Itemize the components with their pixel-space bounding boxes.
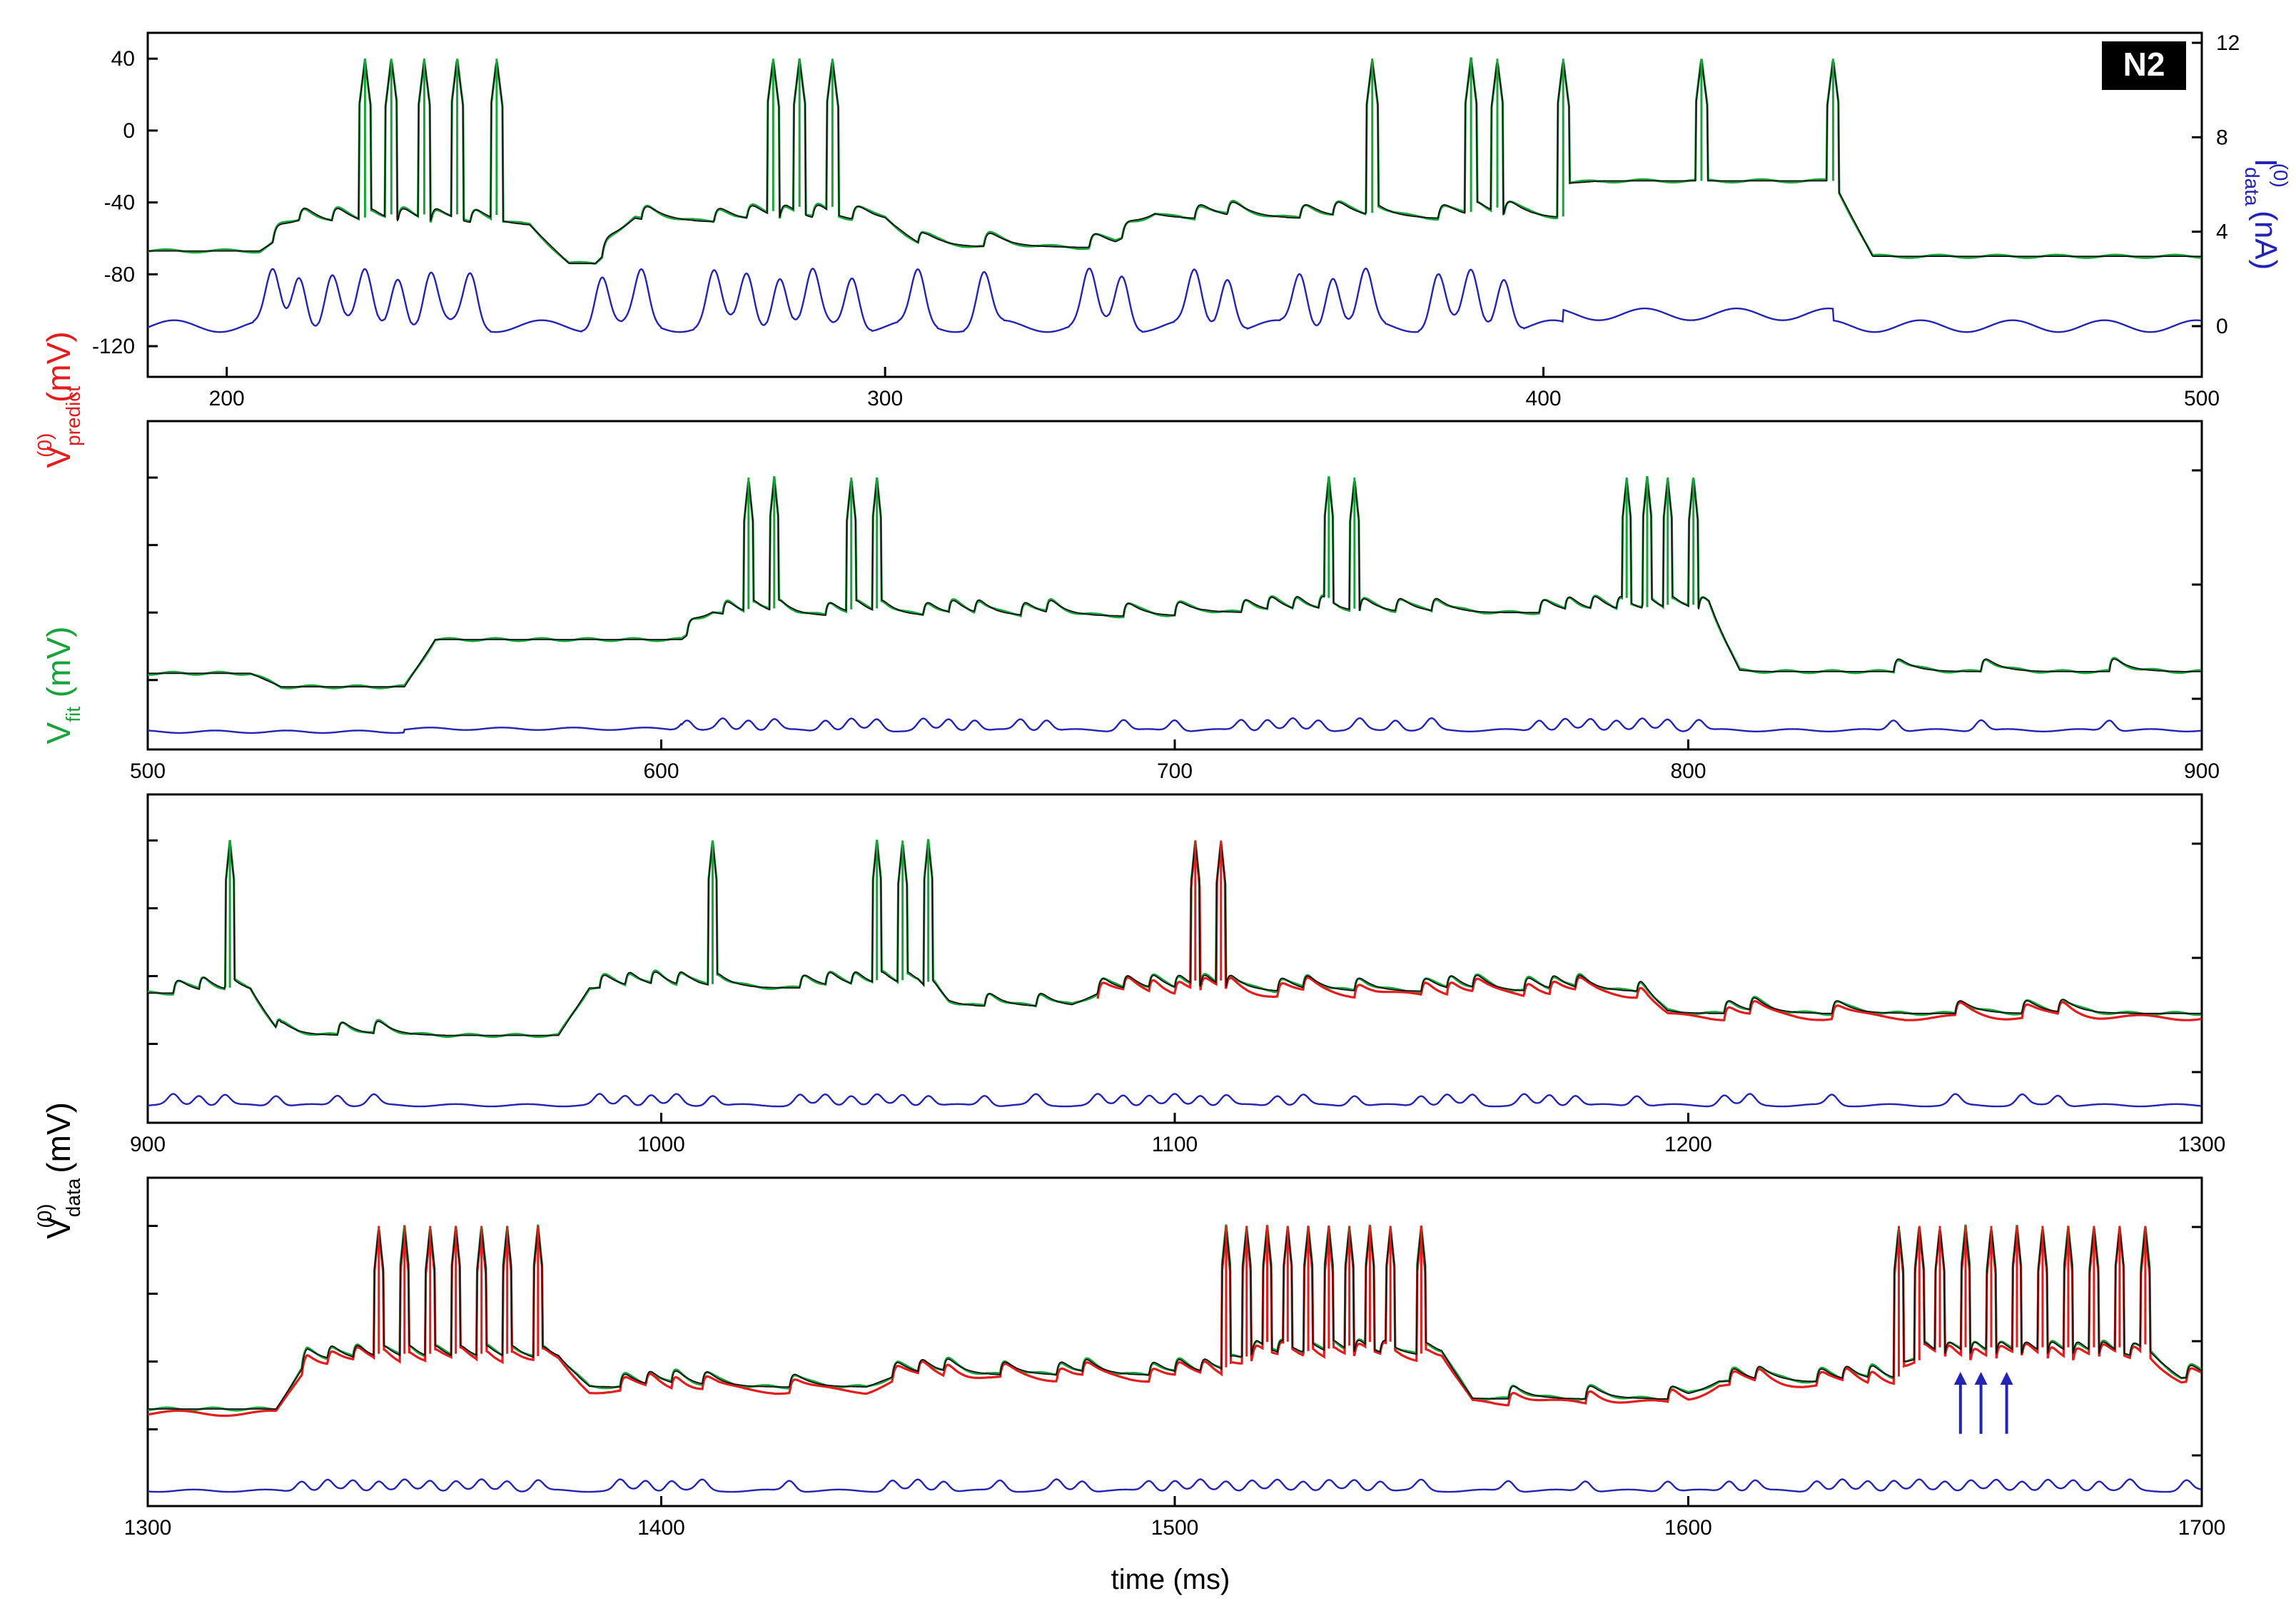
annotation-arrowhead xyxy=(1974,1372,1988,1385)
ylabel-predict-sup: (0) xyxy=(34,433,56,458)
fit-trace xyxy=(147,57,2202,265)
x-tick-label: 500 xyxy=(130,759,166,783)
current-trace xyxy=(147,1478,2202,1493)
annotation-arrowhead xyxy=(1953,1372,1967,1385)
data-trace xyxy=(148,840,2201,1036)
data-trace xyxy=(148,478,2201,688)
x-tick-label: 1400 xyxy=(637,1516,685,1540)
ylabel-fit-base: V xyxy=(40,722,77,744)
ylabel-data-sub: data xyxy=(62,1178,84,1217)
y2-tick-label: 4 xyxy=(2216,221,2228,244)
panel-badge-box xyxy=(2102,41,2186,90)
annotation-arrowhead xyxy=(2000,1372,2013,1385)
current-trace xyxy=(147,267,2202,333)
ylabel-predict-base: V xyxy=(40,446,77,468)
y-tick-label: 40 xyxy=(111,47,135,71)
ylabel-data-sup: (0) xyxy=(34,1204,56,1228)
ylabel-data: Vdata (0) (mV) xyxy=(34,1102,84,1239)
x-tick-label: 400 xyxy=(1526,387,1562,410)
ylabel-current: Idata (0) (nA) xyxy=(2241,158,2292,270)
ylabel-predict-unit: (mV) xyxy=(40,331,77,411)
ylabel-current-unit: (nA) xyxy=(2248,202,2283,270)
ylabel-current-sup: (0) xyxy=(2270,163,2292,188)
data-trace xyxy=(148,59,2201,265)
y-tick-label: 0 xyxy=(123,119,135,143)
y-tick-label: -80 xyxy=(104,263,135,286)
y-tick-label: -40 xyxy=(104,191,135,215)
x-tick-label: 800 xyxy=(1670,759,1706,783)
x-tick-label: 1700 xyxy=(2178,1516,2226,1540)
x-tick-label: 1000 xyxy=(637,1133,685,1156)
current-trace xyxy=(147,717,2202,734)
y-tick-label: -120 xyxy=(92,335,135,358)
x-tick-label: 1200 xyxy=(1664,1133,1712,1156)
y2-tick-label: 0 xyxy=(2216,315,2228,338)
panel-3-frame xyxy=(146,793,2203,1124)
x-tick-label: 1500 xyxy=(1151,1516,1199,1540)
x-tick-label: 900 xyxy=(130,1133,166,1156)
xlabel: time (ms) xyxy=(1111,1564,1230,1595)
ylabel-predict: Vpredict (0) (mV) xyxy=(34,331,84,468)
x-tick-label: 1600 xyxy=(1664,1516,1712,1540)
x-tick-label: 700 xyxy=(1157,759,1193,783)
x-tick-label: 1100 xyxy=(1152,1133,1198,1156)
ylabel-fit: Vfit (mV) xyxy=(40,627,84,744)
panel-1-frame xyxy=(146,31,2203,378)
ylabel-data-base: V xyxy=(40,1217,77,1239)
fit-trace xyxy=(148,476,2201,690)
panel-2-frame xyxy=(146,420,2203,751)
fit-trace xyxy=(148,839,2202,1039)
ylabel-fit-unit: (mV) xyxy=(40,627,77,707)
x-tick-label: 600 xyxy=(643,759,679,783)
x-tick-label: 500 xyxy=(2184,387,2220,410)
plot-layer xyxy=(147,57,2202,1493)
x-tick-label: 300 xyxy=(867,387,903,410)
x-tick-label: 1300 xyxy=(124,1516,172,1540)
predict-trace xyxy=(1096,842,2202,1021)
ylabel-predict-sub: predict xyxy=(62,386,84,446)
ylabel-data-unit: (mV) xyxy=(40,1102,77,1182)
ylabel-current-sub: data xyxy=(2241,167,2263,206)
x-tick-label: 1300 xyxy=(2178,1133,2226,1156)
predict-trace xyxy=(147,1227,2202,1418)
ylabel-fit-sub: fit xyxy=(62,707,84,722)
x-tick-label: 200 xyxy=(209,387,245,410)
panel-badge: N2 xyxy=(2123,46,2165,83)
current-trace xyxy=(147,1093,2202,1108)
y2-tick-label: 12 xyxy=(2216,31,2240,55)
x-tick-label: 900 xyxy=(2184,759,2220,783)
ylabel-current-base: I xyxy=(2248,158,2283,167)
y2-tick-label: 8 xyxy=(2216,126,2228,149)
data-trace xyxy=(148,1226,2202,1410)
